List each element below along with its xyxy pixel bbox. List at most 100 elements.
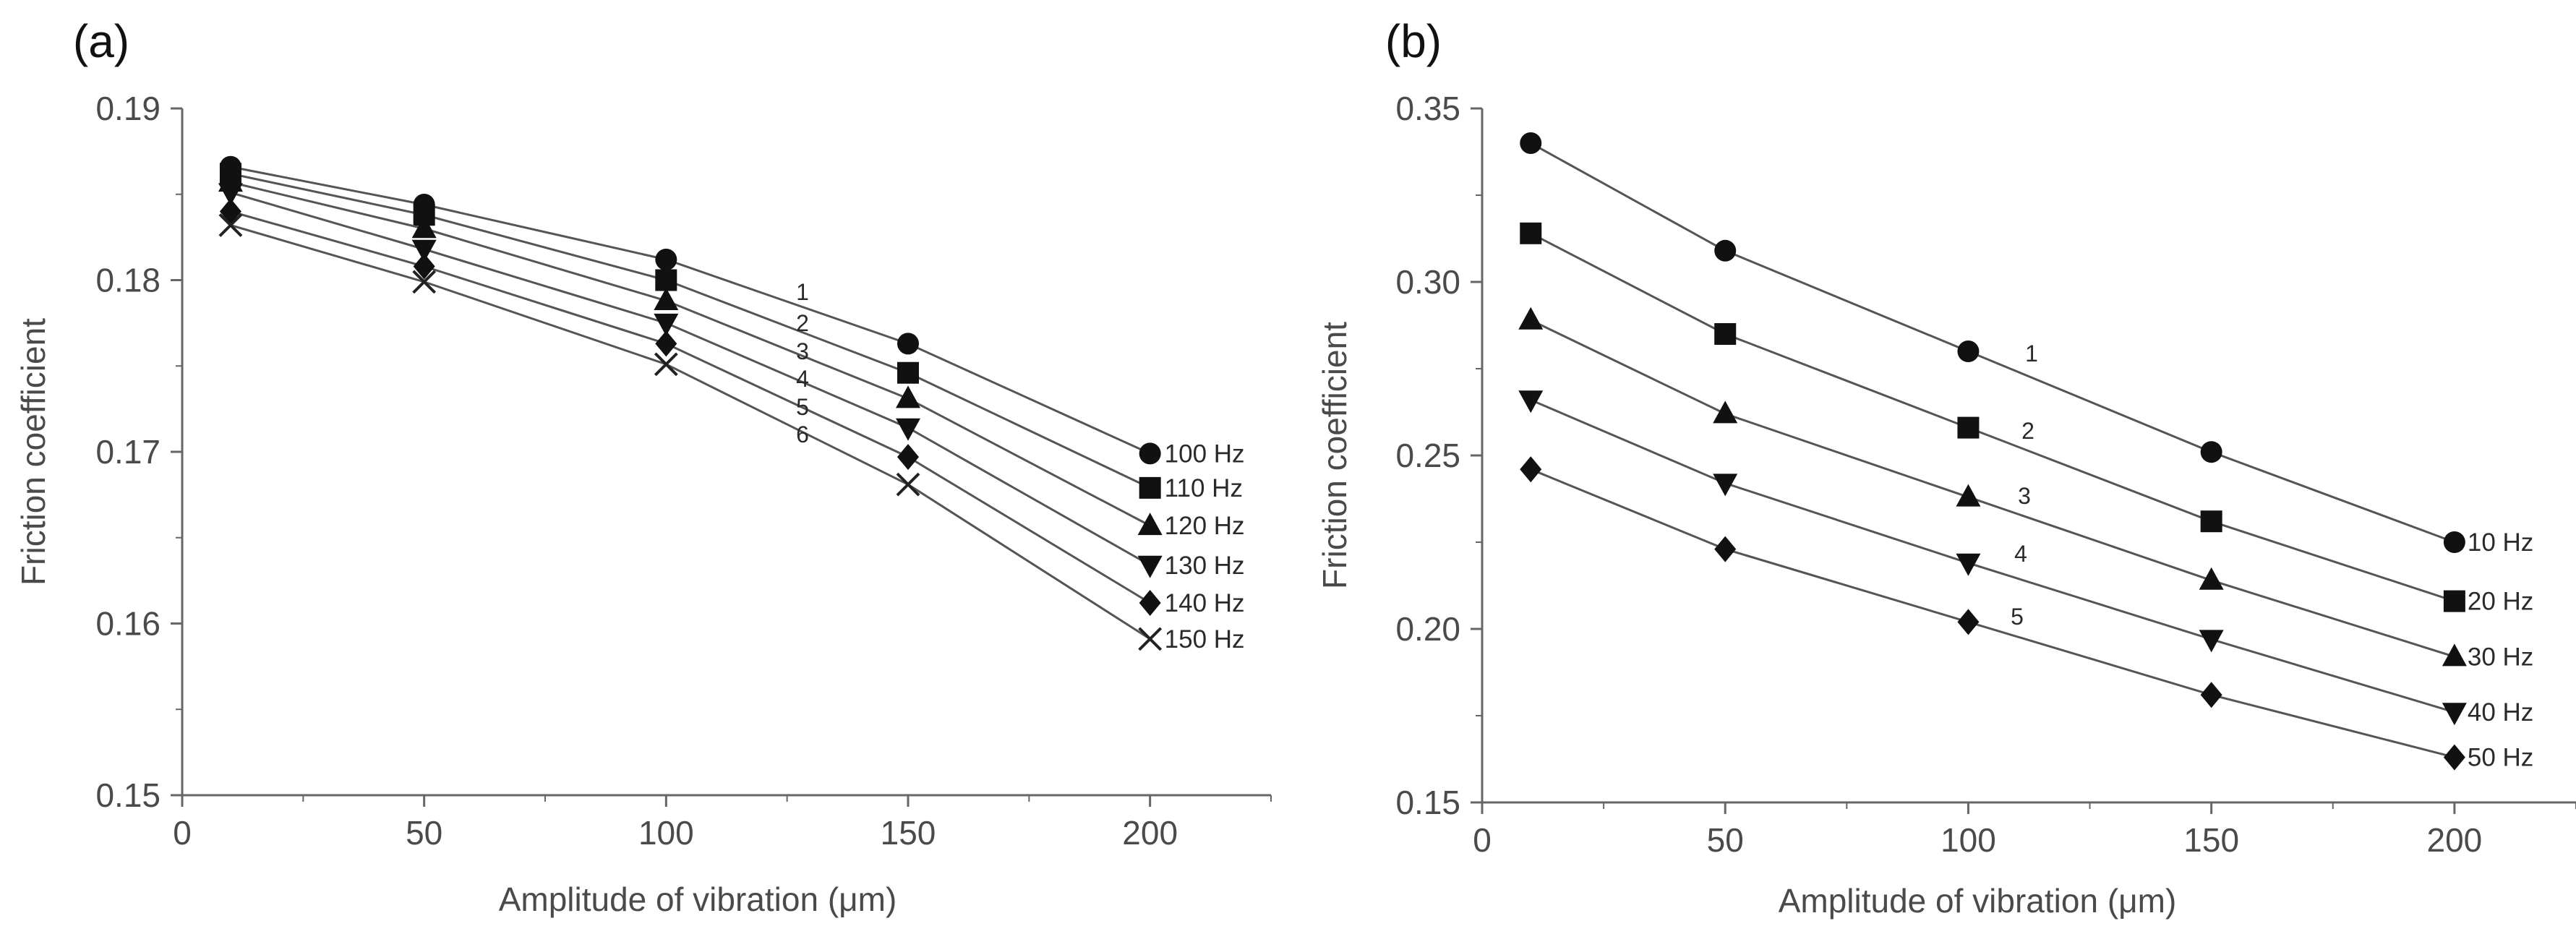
data-point (1713, 400, 1738, 424)
x-tick-label: 50 (406, 814, 442, 852)
data-point (1139, 476, 1161, 499)
data-point (897, 361, 919, 384)
series-40-hz: 40 Hz 4 (1518, 390, 2533, 727)
data-point (1714, 536, 1737, 562)
x-axis-title: Amplitude of vibration (μm) (499, 881, 897, 918)
series-100-hz: 100 Hz 1 (219, 155, 1245, 468)
data-point (2199, 630, 2224, 653)
series-130-hz: 130 Hz 4 (218, 183, 1245, 580)
data-point (1137, 555, 1163, 578)
curve-number: 2 (796, 310, 809, 336)
series-line (230, 191, 1151, 567)
x-tick-label: 100 (638, 814, 694, 852)
panel-b-chart: (b) 0 50 100 150 200 0.15 0.20 0.25 0.30 0.35 Ampli… (1316, 15, 2576, 920)
data-point (412, 270, 437, 294)
y-tick-label: 0.16 (95, 605, 161, 643)
data-point (411, 215, 437, 239)
series-20-hz: 20 Hz 2 (1520, 222, 2533, 616)
data-point (1957, 609, 1980, 635)
data-point (1520, 132, 1542, 154)
data-point (218, 183, 243, 206)
series-50-hz: 50 Hz 5 (1520, 456, 2533, 772)
series-110-hz: 110 Hz 2 (219, 163, 1243, 502)
data-point (411, 239, 437, 262)
x-tick-label: 100 (1940, 821, 1996, 859)
series-label: 110 Hz (1165, 474, 1243, 502)
y-tick-label: 0.20 (1395, 610, 1460, 648)
data-point (1714, 323, 1737, 345)
data-point (1518, 390, 1544, 414)
data-point (2200, 510, 2222, 533)
data-point (897, 333, 919, 355)
data-point (896, 418, 920, 441)
series-line (1530, 232, 2455, 603)
panel-a-chart: (a) 0 50 100 150 200 0.15 0.16 0.17 0.18 0.19 Ampli… (14, 15, 1272, 918)
series-label: 150 Hz (1165, 625, 1245, 654)
data-point (1520, 222, 1542, 244)
series-label: 120 Hz (1165, 512, 1245, 540)
series-line (230, 172, 1151, 489)
data-point (655, 269, 677, 291)
series-label: 50 Hz (2468, 744, 2533, 772)
panel-label: (a) (73, 15, 129, 67)
curve-number: 1 (796, 279, 809, 305)
series-label: 130 Hz (1165, 552, 1245, 580)
x-tick-label: 200 (1122, 814, 1178, 852)
data-point (654, 352, 678, 377)
data-point (2199, 567, 2224, 590)
data-point (1520, 456, 1542, 483)
y-axis-title: Friction coefficient (1316, 322, 1353, 589)
y-tick-label: 0.15 (1395, 784, 1460, 821)
data-point (654, 288, 679, 310)
data-point (2443, 744, 2465, 771)
data-point (1714, 239, 1737, 262)
curve-number: 4 (2014, 541, 2027, 567)
data-point (218, 213, 243, 237)
x-tick-label: 0 (1473, 821, 1492, 859)
data-point (1956, 484, 1981, 507)
curve-number: 2 (2021, 418, 2034, 444)
series-10-hz: 10 Hz 1 (1520, 132, 2533, 557)
panel-label: (b) (1385, 15, 1442, 67)
data-point (1713, 474, 1738, 497)
series-label: 30 Hz (2468, 643, 2533, 671)
data-point (655, 249, 677, 270)
data-point (2200, 682, 2222, 708)
series-label: 10 Hz (2468, 528, 2533, 557)
y-tick-label: 0.19 (95, 90, 161, 127)
curve-number: 5 (796, 394, 809, 420)
series-line (230, 210, 1151, 604)
data-point (2200, 441, 2222, 463)
y-tick-label: 0.15 (95, 776, 161, 814)
x-axis-title: Amplitude of vibration (μm) (1779, 882, 2177, 920)
data-point (413, 253, 435, 280)
x-tick-label: 0 (173, 814, 192, 852)
curve-number: 4 (796, 366, 809, 392)
series-30-hz: 30 Hz 3 (1518, 307, 2533, 671)
data-point (1957, 340, 1980, 362)
curve-number: 3 (2018, 483, 2031, 509)
y-tick-label: 0.35 (1395, 90, 1460, 127)
data-point (654, 313, 679, 336)
series-line (1530, 319, 2455, 658)
series-label: 20 Hz (2468, 588, 2533, 616)
data-point (897, 444, 919, 471)
y-tick-label: 0.17 (95, 433, 161, 471)
data-point (219, 198, 241, 225)
series-120-hz: 120 Hz 3 (218, 169, 1245, 540)
x-tick-label: 150 (2183, 821, 2239, 859)
curve-number: 6 (796, 421, 809, 447)
data-point (2442, 643, 2467, 667)
y-tick-label: 0.18 (95, 262, 161, 299)
data-point (655, 330, 677, 357)
series-150-hz: 150 Hz 6 (218, 213, 1245, 654)
data-point (1957, 416, 1980, 439)
data-point (1956, 553, 1981, 576)
data-point (896, 472, 920, 497)
curve-number: 1 (2025, 340, 2038, 367)
data-point (1138, 627, 1163, 651)
data-point (1139, 442, 1161, 465)
data-point (896, 385, 920, 408)
series-label: 40 Hz (2468, 698, 2533, 727)
